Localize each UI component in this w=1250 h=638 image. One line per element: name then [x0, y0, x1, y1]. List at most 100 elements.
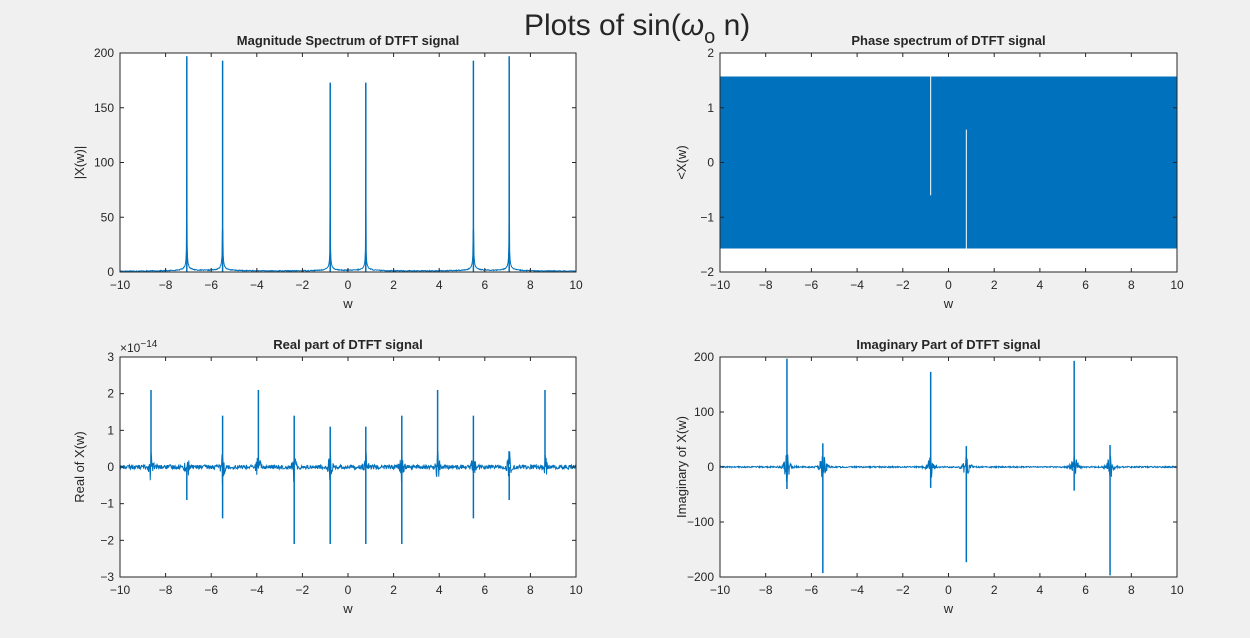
x-tick-label: 6: [481, 583, 488, 597]
x-axis-label: w: [342, 296, 353, 311]
subplot-title: Magnitude Spectrum of DTFT signal: [237, 33, 459, 48]
x-axis-label: w: [342, 601, 353, 616]
y-tick-label: 0: [107, 460, 114, 474]
x-tick-label: 0: [945, 278, 952, 292]
y-tick-label: −3: [100, 570, 114, 584]
x-tick-label: −4: [850, 583, 864, 597]
x-tick-label: −10: [110, 278, 131, 292]
x-tick-label: 0: [945, 583, 952, 597]
y-tick-label: 0: [707, 460, 714, 474]
x-tick-label: 10: [1170, 583, 1184, 597]
y-tick-label: 100: [94, 156, 114, 170]
x-tick-label: 4: [1037, 583, 1044, 597]
x-tick-label: 10: [1170, 278, 1184, 292]
data-layer: [720, 358, 1177, 576]
y-axis-label: <X(w): [674, 145, 689, 179]
x-tick-label: −6: [805, 583, 819, 597]
x-tick-label: 10: [569, 583, 583, 597]
y-tick-label: 100: [694, 405, 714, 419]
y-axis-label: Imaginary of X(w): [674, 416, 689, 518]
y-tick-label: −100: [687, 515, 714, 529]
exponent-power: −14: [140, 339, 157, 350]
y-tick-label: −2: [700, 265, 714, 279]
x-tick-label: −2: [296, 583, 310, 597]
exponent-base: ×10: [120, 341, 141, 355]
y-tick-group: −200 −100 0 100 200: [687, 350, 1177, 584]
x-tick-group: −10 −8 −6 −4 −2 0 2 4 6 8 10: [110, 357, 583, 597]
x-tick-label: −2: [296, 278, 310, 292]
y-tick-label: 200: [694, 350, 714, 364]
x-tick-label: −8: [159, 583, 173, 597]
x-tick-label: −8: [159, 278, 173, 292]
subplot-title: Imaginary Part of DTFT signal: [856, 337, 1040, 352]
x-tick-label: 8: [527, 583, 534, 597]
x-tick-label: 0: [345, 583, 352, 597]
x-axis-label: w: [943, 601, 954, 616]
y-tick-group: −3 −2 −1 0 1 2 3: [100, 350, 576, 584]
x-tick-label: −10: [710, 278, 731, 292]
y-tick-group: 0 50 100 150 200: [94, 46, 576, 279]
suptitle-sub: o: [704, 26, 715, 48]
suptitle-main: Plots of sin(: [524, 9, 681, 42]
x-tick-label: 6: [1082, 583, 1089, 597]
x-tick-label: 6: [1082, 278, 1089, 292]
x-tick-label: −8: [759, 278, 773, 292]
x-tick-group: −10 −8 −6 −4 −2 0 2 4 6 8 10: [110, 53, 583, 292]
suptitle-end: n): [715, 9, 750, 42]
x-tick-label: −2: [896, 583, 910, 597]
x-tick-label: −6: [204, 278, 218, 292]
y-tick-label: 2: [107, 387, 114, 401]
y-tick-label: 2: [707, 46, 714, 60]
phase-band: [720, 76, 1177, 249]
suptitle-omega: ω: [681, 9, 704, 42]
y-tick-label: 0: [707, 156, 714, 170]
x-tick-group: −10 −8 −6 −4 −2 0 2 4 6 8 10: [710, 357, 1184, 597]
x-tick-label: 2: [991, 278, 998, 292]
x-tick-label: −10: [710, 583, 731, 597]
x-tick-label: 8: [1128, 278, 1135, 292]
x-tick-label: 2: [390, 583, 397, 597]
x-tick-label: 8: [527, 278, 534, 292]
subplot-title: Real part of DTFT signal: [273, 337, 423, 352]
y-tick-label: 200: [94, 46, 114, 60]
x-tick-label: 0: [345, 278, 352, 292]
x-tick-label: −6: [204, 583, 218, 597]
x-tick-label: 4: [436, 278, 443, 292]
x-tick-label: −4: [250, 278, 264, 292]
x-tick-label: 10: [569, 278, 583, 292]
x-tick-label: −4: [250, 583, 264, 597]
y-axis-label: Real of X(w): [72, 431, 87, 503]
y-tick-label: −1: [700, 210, 714, 224]
series-line: [120, 449, 576, 484]
x-tick-label: −4: [850, 278, 864, 292]
y-tick-label: −2: [100, 533, 114, 547]
y-tick-group: −2 −1 0 1 2: [700, 46, 1177, 279]
x-axis-label: w: [943, 296, 954, 311]
x-tick-label: −2: [896, 278, 910, 292]
series-line: [720, 454, 1177, 483]
y-tick-label: −1: [100, 497, 114, 511]
x-tick-label: 2: [390, 278, 397, 292]
data-layer: [120, 390, 576, 544]
subplot-title: Phase spectrum of DTFT signal: [851, 33, 1045, 48]
x-tick-label: 4: [436, 583, 443, 597]
y-tick-label: 1: [107, 423, 114, 437]
plot-area: [120, 53, 576, 272]
y-exponent-label: ×10−14: [120, 339, 158, 355]
figure-suptitle: Plots of sin(ωo n): [524, 9, 750, 48]
data-layer: [720, 76, 1177, 249]
y-tick-label: 0: [107, 265, 114, 279]
subplot-4: −10 −8 −6 −4 −2 0 2 4 6 8 10 −200 −100 0 100 200 Imagina…: [674, 337, 1184, 616]
subplot-1: −10 −8 −6 −4 −2 0 2 4 6 8 10050100150200Magnitude …: [72, 33, 583, 311]
y-tick-label: 50: [101, 210, 115, 224]
x-tick-label: 2: [991, 583, 998, 597]
y-tick-label: 1: [707, 101, 714, 115]
y-axis-label: |X(w)|: [72, 146, 87, 179]
y-tick-label: −200: [687, 570, 714, 584]
x-tick-label: −10: [110, 583, 131, 597]
x-tick-label: −6: [805, 278, 819, 292]
x-tick-label: −8: [759, 583, 773, 597]
x-tick-label: 6: [481, 278, 488, 292]
